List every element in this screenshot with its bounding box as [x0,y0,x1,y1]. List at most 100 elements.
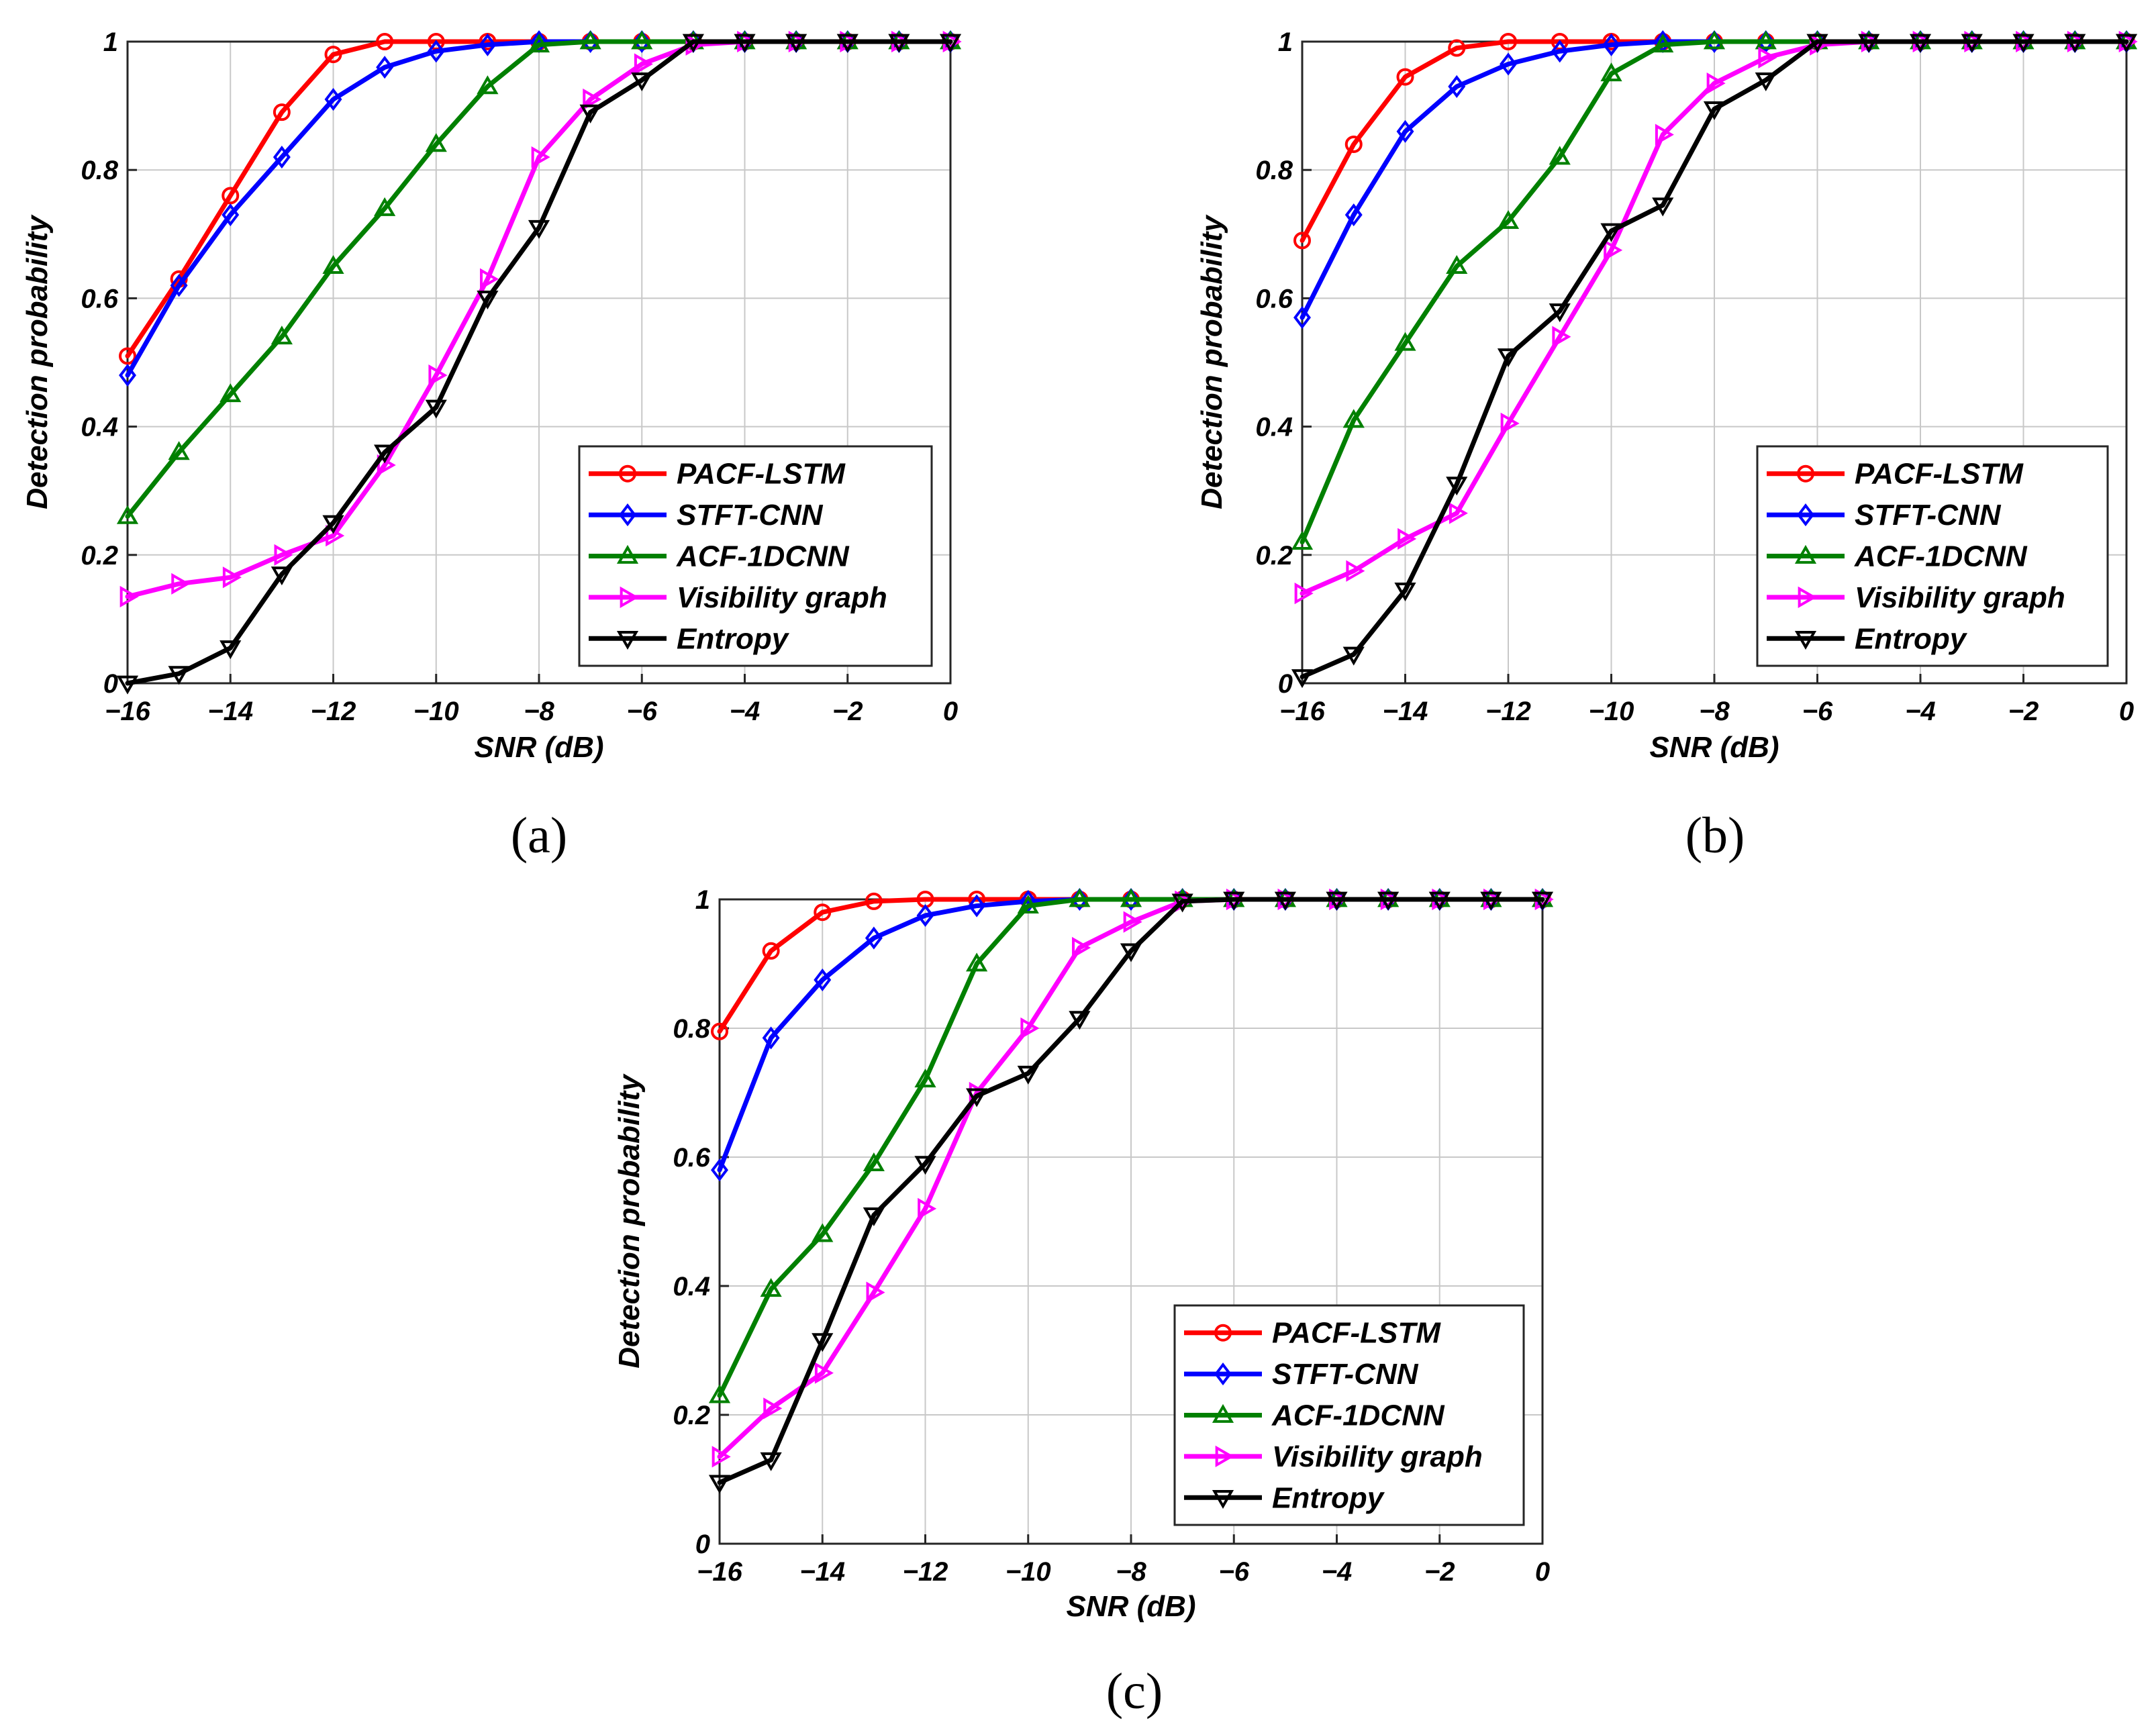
legend-marker [1794,630,1817,650]
x-tick-label: −8 [524,697,554,726]
data-point [1706,72,1726,95]
data-point [734,34,756,53]
x-tick-label: −10 [1006,1557,1051,1587]
x-axis-label: SNR (dB) [1649,731,1779,764]
data-point [1293,232,1311,250]
data-point [2064,34,2086,53]
data-point [528,34,550,53]
legend-marker [619,464,636,483]
series-entropy [116,34,962,695]
data-point [1600,223,1622,242]
data-point [168,666,190,685]
x-tick-label: −14 [799,1557,845,1587]
data-point [1755,72,1777,92]
data-point [785,34,807,53]
data-point [219,383,242,403]
legend: PACF-LSTM STFT-CNN ACF-1DCNN Visibility gra… [1173,1304,1525,1526]
data-point [425,399,447,419]
data-point [1551,40,1569,63]
data-point [1480,891,1502,911]
data-point [1398,528,1417,550]
x-tick-label: −16 [697,1557,743,1587]
data-point [579,104,601,123]
data-point [1706,30,1723,54]
data-point [1448,75,1466,98]
x-axis-label: SNR (dB) [474,731,603,764]
data-point [119,364,136,387]
data-point [966,952,988,972]
data-point [812,1333,834,1352]
series-line [1300,39,2129,679]
data-point [271,326,293,345]
x-tick-label: −6 [1802,697,1833,726]
legend-label: PACF-LSTM [677,458,846,491]
data-point [273,146,291,169]
data-point [1655,123,1674,146]
data-point [274,544,293,566]
data-point [324,87,342,111]
data-point [168,441,190,460]
y-axis-label: Detection probability [613,1073,646,1369]
data-point [1448,39,1466,57]
data-point [939,34,962,53]
legend-label: Visibility graph [677,581,887,614]
y-tick-label: 0.2 [81,541,118,571]
data-point [1500,52,1517,76]
data-point [1755,30,1777,50]
data-point [1909,34,1932,53]
x-tick-label: 0 [943,697,958,726]
data-point [322,515,344,534]
data-point [1120,943,1142,962]
data-point [708,1475,731,1494]
legend-marker [1212,1489,1234,1509]
data-point [583,88,602,111]
data-point [170,274,188,297]
data-point [1758,46,1777,69]
legend-marker [619,503,636,527]
x-tick-label: −10 [413,697,459,726]
data-point [1326,891,1348,911]
data-point [324,46,342,64]
data-point [711,1158,728,1182]
data-point [427,40,445,63]
data-point [222,203,240,227]
data-point [1396,68,1414,86]
data-point [634,53,653,75]
legend-label: ACF-1DCNN [676,540,850,573]
x-tick-label: −10 [1589,697,1634,726]
chart-panel-a: −16 −14 −12 −10 −8 −6 −4 −2 0 0 0.2 0.4 0.6 0.8 1 SNR (… [21,28,962,864]
legend-marker [1794,544,1817,564]
data-point [1757,30,1775,54]
data-point [119,347,136,365]
y-tick-label: 0.8 [81,156,118,185]
x-tick-label: −4 [1322,1557,1353,1587]
data-point [631,30,653,50]
x-tick-label: −6 [626,697,657,726]
data-point [1531,891,1554,911]
y-tick-label: 0.8 [1255,156,1293,185]
data-point [1552,326,1571,348]
panel-caption: (a) [511,807,567,864]
data-point [1019,889,1037,913]
data-point [1346,560,1365,582]
data-point [171,573,191,595]
data-point [480,268,499,290]
data-point [1120,888,1142,907]
data-point [1602,33,1620,56]
data-point [888,34,910,53]
data-point [273,103,291,121]
data-point [763,1397,783,1420]
data-point [1342,646,1365,666]
data-point [1394,583,1416,602]
x-tick-label: −2 [832,697,863,726]
data-point [1291,531,1314,550]
data-point [1806,34,1828,53]
data-point [1344,203,1363,227]
legend-marker [616,544,639,564]
data-point [1069,888,1091,907]
y-tick-label: 0 [1278,669,1293,699]
data-point [1497,210,1520,230]
data-point [376,56,394,79]
y-tick-label: 1 [695,885,710,915]
data-point [633,30,651,54]
